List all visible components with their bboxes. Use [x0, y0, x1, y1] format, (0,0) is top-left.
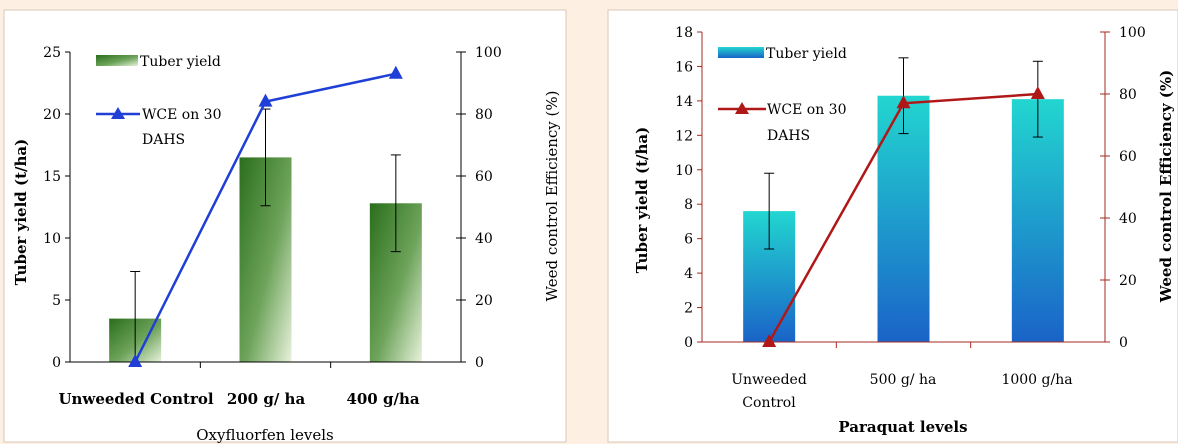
chart-oxyfluorfen-y2-tick-label: 80 — [475, 107, 493, 123]
chart-oxyfluorfen-y-tick-label: 25 — [43, 45, 61, 61]
chart-oxyfluorfen-legend-bar-label: Tuber yield — [140, 54, 221, 70]
chart-oxyfluorfen-y2-tick-label: 100 — [475, 45, 502, 61]
chart-oxyfluorfen-y-tick-label: 15 — [43, 169, 61, 185]
chart-paraquat-y-axis-title: Tuber yield (t/ha) — [633, 127, 651, 273]
chart-paraquat-y-tick-label: 8 — [684, 197, 693, 213]
chart-paraquat-y2-tick-label: 0 — [1119, 335, 1128, 351]
chart-oxyfluorfen-y2-tick-label: 20 — [475, 293, 493, 309]
chart-paraquat-category-3: 1000 g/ha — [1001, 372, 1072, 388]
chart-paraquat-y-tick-label: 2 — [684, 301, 693, 317]
chart-paraquat-category-1-line-1: Unweeded — [731, 372, 807, 388]
chart-paraquat-y-tick-label: 18 — [675, 25, 693, 41]
chart-paraquat-y2-tick-label: 100 — [1119, 25, 1146, 41]
chart-paraquat-y2-tick-label: 40 — [1119, 211, 1137, 227]
chart-oxyfluorfen-y-tick-label: 5 — [52, 293, 61, 309]
chart-oxyfluorfen-y2-tick-label: 60 — [475, 169, 493, 185]
chart-oxyfluorfen-y-tick-label: 10 — [43, 231, 61, 247]
chart-oxyfluorfen-x-axis-title: Oxyfluorfen levels — [196, 426, 333, 444]
chart-oxyfluorfen-legend-line-label-2: DAHS — [142, 132, 185, 148]
chart-paraquat-wce-point — [1030, 86, 1045, 99]
chart-oxyfluorfen-legend-bar-swatch — [96, 55, 138, 66]
chart-oxyfluorfen-category-2: 200 g/ ha — [227, 390, 306, 408]
chart-oxyfluorfen-y-tick-label: 20 — [43, 107, 61, 123]
chart-oxyfluorfen-y2-tick-label: 40 — [475, 231, 493, 247]
chart-paraquat-axes — [701, 32, 1106, 343]
chart-paraquat-y-tick-label: 4 — [684, 266, 693, 282]
chart-oxyfluorfen-legend-triangle-icon — [111, 107, 125, 119]
chart-paraquat-y-tick-label: 6 — [684, 232, 693, 248]
chart-paraquat-legend-line-label-2: DAHS — [767, 128, 810, 144]
chart-oxyfluorfen-y-tick-label: 0 — [52, 355, 61, 371]
chart-paraquat-y2-tick-label: 20 — [1119, 273, 1137, 289]
chart-paraquat-y-tick-label: 10 — [675, 163, 693, 179]
chart-paraquat-y-tick-label: 0 — [684, 335, 693, 351]
chart-paraquat-wce-point — [762, 334, 777, 347]
chart-oxyfluorfen: 0 5 10 15 20 25 0 20 40 60 80 100 Unweeded Control… — [3, 9, 567, 444]
chart-paraquat-y2-axis-title: Weed control Efficiency (%) — [1157, 70, 1175, 303]
chart-oxyfluorfen-category-1: Unweeded Control — [58, 390, 213, 408]
chart-paraquat-legend-bar-label: Tuber yield — [766, 46, 847, 62]
chart-oxyfluorfen-legend: Tuber yield WCE on 30 DAHS — [96, 54, 221, 148]
chart-oxyfluorfen-wce-point — [388, 65, 403, 79]
chart-oxyfluorfen-y-axis-title: Tuber yield (t/ha) — [12, 139, 30, 285]
chart-paraquat-y-tick-label: 14 — [675, 94, 693, 110]
chart-paraquat-bar — [1011, 99, 1064, 343]
chart-oxyfluorfen-wce-point — [128, 354, 143, 367]
chart-oxyfluorfen-legend-line-label-1: WCE on 30 — [142, 107, 221, 123]
chart-paraquat: 0 2 4 6 8 10 12 14 16 18 0 20 40 60 80 100 Unweeded Co… — [607, 9, 1178, 443]
chart-paraquat-y-tick-label: 16 — [675, 59, 693, 75]
chart-paraquat-y2-tick-label: 80 — [1119, 87, 1137, 103]
chart-paraquat-y-tick-label: 12 — [675, 128, 693, 144]
chart-paraquat-wce-point — [896, 95, 911, 109]
chart-paraquat-legend-triangle-icon — [735, 102, 749, 114]
chart-paraquat-bar — [877, 95, 930, 342]
chart-paraquat-category-2: 500 g/ ha — [870, 372, 937, 388]
chart-oxyfluorfen-axes — [69, 52, 462, 363]
chart-paraquat-legend-bar-swatch — [718, 47, 764, 58]
chart-paraquat-category-1-line-2: Control — [742, 395, 796, 411]
chart-paraquat-y2-tick-label: 60 — [1119, 149, 1137, 165]
chart-paraquat-legend: Tuber yield WCE on 30 DAHS — [718, 46, 847, 144]
chart-oxyfluorfen-y2-tick-label: 0 — [475, 355, 484, 371]
chart-paraquat-x-axis-title: Paraquat levels — [838, 418, 967, 436]
chart-oxyfluorfen-category-3: 400 g/ha — [346, 390, 419, 408]
chart-oxyfluorfen-wce-point — [258, 93, 273, 107]
chart-oxyfluorfen-y2-axis-title: Weed control Efficiency (%) — [543, 91, 561, 302]
chart-paraquat-legend-line-label-1: WCE on 30 — [767, 102, 846, 118]
